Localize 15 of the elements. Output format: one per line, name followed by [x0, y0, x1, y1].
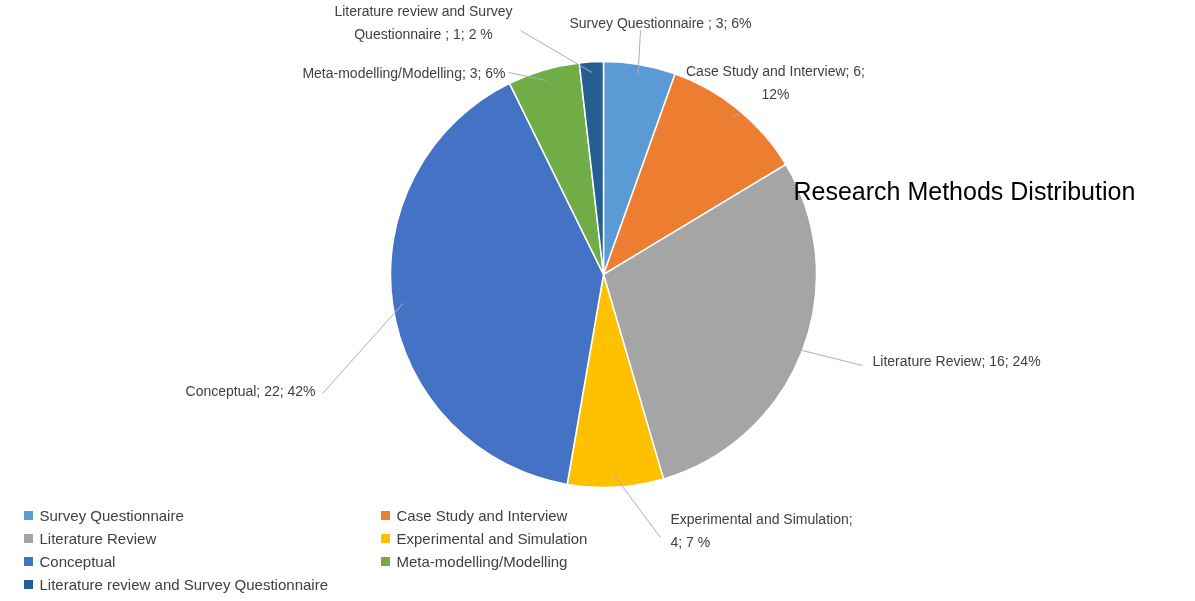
legend-label: Literature review and Survey Questionnaire	[39, 576, 328, 593]
legend-label: Literature Review	[39, 530, 157, 547]
legend-label: Meta-modelling/Modelling	[396, 553, 568, 570]
legend-label: Conceptual	[39, 553, 116, 570]
legend-label: Case Study and Interview	[396, 507, 568, 524]
data-label: Literature Review; 16; 24%	[872, 352, 1041, 369]
data-label: Literature review and Survey Questionnaire ; 1; 2 %	[334, 3, 513, 42]
text: Research Methods Distribution	[793, 176, 1136, 205]
data-label: Experimental and Simulation; 4; 7 %	[670, 511, 853, 550]
data-label: Meta-modelling/Modelling; 3; 6%	[302, 64, 506, 81]
data-label: Conceptual; 22; 42%	[185, 382, 316, 399]
data-label: Survey Questionnaire ; 3; 6%	[569, 14, 752, 31]
legend-label: Survey Questionnaire	[39, 507, 184, 524]
data-label: Case Study and Interview; 6; 12%	[686, 63, 866, 102]
legend-label: Experimental and Simulation	[396, 530, 588, 547]
